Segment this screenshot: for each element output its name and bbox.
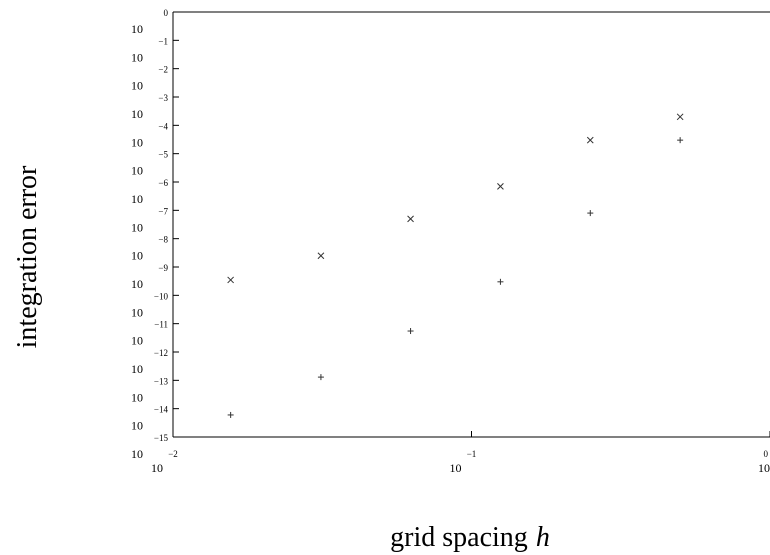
x-axis-label: grid spacing h: [390, 522, 550, 553]
cross-marker-point: [317, 252, 325, 260]
x-axis-label-variable: h: [536, 522, 550, 553]
x-tick-exponent: −2: [168, 449, 178, 459]
y-tick-exponent: −14: [154, 405, 169, 415]
y-tick-label: 10: [131, 50, 143, 64]
cross-marker-point: [227, 276, 235, 284]
y-axis-label: integration error: [12, 165, 43, 348]
y-tick-label: 10: [131, 334, 143, 348]
plus-marker-point: [497, 278, 504, 285]
y-tick-label: 10: [131, 277, 143, 291]
x-axis-label-text: grid spacing: [390, 522, 528, 553]
y-tick-label: 10: [131, 447, 143, 461]
y-tick-exponent: 0: [164, 8, 169, 18]
y-tick-label: 10: [131, 164, 143, 178]
plus-marker-point: [227, 411, 234, 418]
cross-marker-point: [497, 183, 504, 190]
cross-marker-point: [407, 215, 414, 223]
y-tick-label: 10: [131, 135, 143, 149]
y-tick-exponent: −10: [154, 291, 169, 301]
y-tick-exponent: −3: [158, 93, 168, 103]
x-tick-exponent: −1: [467, 449, 477, 459]
x-tick-exponent: 0: [764, 449, 769, 459]
y-tick-exponent: −12: [154, 348, 168, 358]
plus-marker-point: [317, 374, 324, 381]
x-tick-label: 10: [450, 461, 462, 475]
cross-marker-point: [586, 136, 594, 144]
plus-marker-point: [587, 210, 594, 217]
y-tick-exponent: −15: [154, 433, 169, 443]
y-tick-exponent: −2: [158, 65, 168, 75]
y-tick-label: 10: [131, 249, 143, 263]
y-tick-exponent: −4: [158, 121, 168, 131]
y-tick-label: 10: [131, 79, 143, 93]
x-tick-label: 10: [758, 461, 770, 475]
y-tick-exponent: −13: [154, 376, 169, 386]
plot-axes: [172, 11, 770, 438]
y-tick-label: 10: [131, 362, 143, 376]
y-tick-label: 10: [131, 22, 143, 36]
y-tick-exponent: −1: [158, 36, 168, 46]
plus-marker-point: [407, 328, 414, 335]
cross-marker-point: [676, 113, 684, 121]
y-tick-exponent: −9: [158, 263, 168, 273]
y-tick-exponent: −7: [158, 206, 168, 216]
plus-marker-point: [677, 137, 684, 144]
y-tick-exponent: −8: [158, 235, 168, 245]
y-tick-label: 10: [131, 305, 143, 319]
y-tick-label: 10: [131, 192, 143, 206]
x-axis-ticks: 10 −2 10 −1 10 0: [151, 431, 770, 475]
y-tick-exponent: −11: [154, 320, 168, 330]
y-tick-label: 10: [131, 220, 143, 234]
y-tick-label: 10: [131, 419, 143, 433]
x-tick-label: 10: [151, 461, 163, 475]
y-tick-label: 10: [131, 107, 143, 121]
y-tick-exponent: −5: [158, 150, 168, 160]
y-tick-exponent: −6: [158, 178, 168, 188]
y-axis-ticks: 10 0 10 −1 10 −2 10 −3 10 −4 10 −5 10 −6 10 −7 10 −8 10 −9 1…: [131, 8, 179, 461]
y-tick-label: 10: [131, 390, 143, 404]
data-points: [227, 113, 684, 418]
